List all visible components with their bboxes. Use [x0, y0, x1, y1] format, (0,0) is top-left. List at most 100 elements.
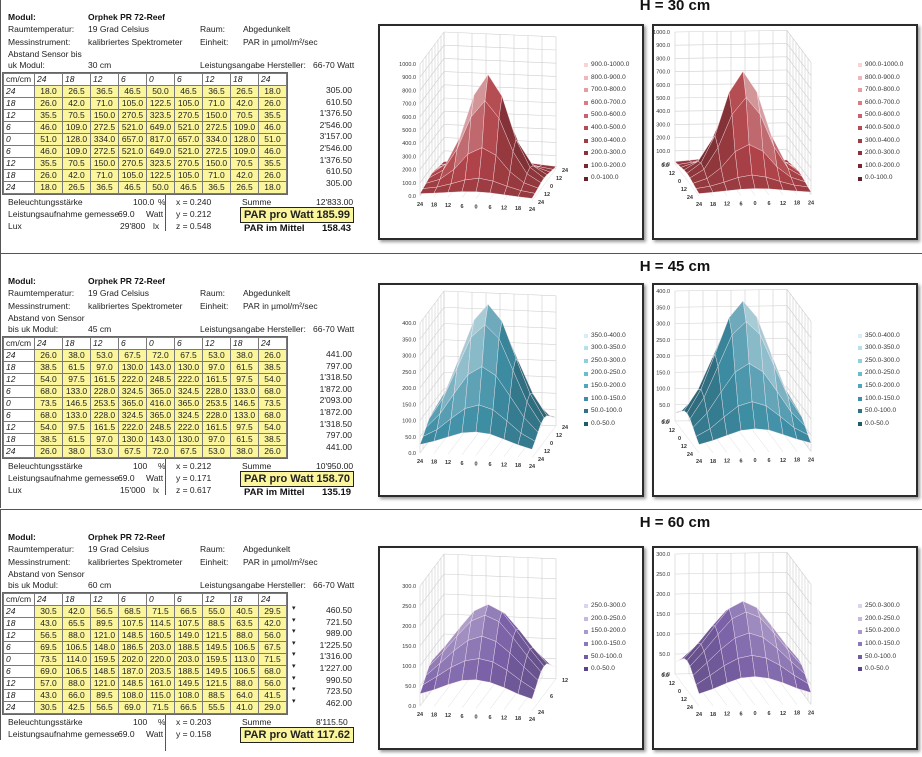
- table-cell: 114.0: [62, 653, 91, 666]
- legend-item: 50.0-100.0: [584, 651, 626, 664]
- row-header: 24: [3, 605, 35, 618]
- legend-label: 100.0-150.0: [865, 394, 900, 402]
- legend-swatch: [584, 101, 588, 106]
- info-raum-value: Abgedunkelt: [243, 288, 291, 298]
- summary-beleuchtung-unit: %: [158, 197, 166, 207]
- par-per-watt-box: PAR pro Watt 185.99: [240, 207, 354, 223]
- info-abstand-value: 30 cm: [88, 60, 112, 70]
- table-cell: 657.0: [174, 133, 203, 146]
- table-cell: 228.0: [202, 409, 231, 422]
- x-tick-label: 12: [501, 463, 507, 469]
- legend-item: 300.0-400.0: [584, 135, 629, 148]
- table-cell: 70.5: [62, 157, 91, 170]
- table-cell: 133.0: [230, 385, 259, 398]
- summary-beleuchtung-label: Beleuchtungsstärke: [8, 461, 83, 471]
- gridline: [674, 673, 700, 707]
- table-cell: 105.0: [118, 169, 147, 182]
- table-cell: 521.0: [118, 145, 147, 158]
- row-header: 6: [3, 145, 35, 158]
- x-tick-label: 6: [767, 711, 770, 717]
- gridline: [674, 420, 700, 454]
- summary-y: y = 0.171: [176, 473, 212, 483]
- row-sum-value: 1'872.00: [319, 406, 352, 417]
- column-header: 6: [118, 73, 147, 86]
- x-tick-label: 6: [739, 711, 742, 717]
- table-cell: 521.0: [118, 121, 147, 134]
- legend-label: 350.0-400.0: [591, 331, 626, 339]
- section-border: [0, 0, 1, 254]
- table-header-row: cm/cm 24 18 12 6 0 6 12 18 24: [3, 337, 287, 350]
- legend-item: 100.0-150.0: [584, 638, 626, 651]
- table-row: 24 30.5 42.5 56.5 69.0 71.5 66.5 55.5 41.0 29.0: [3, 701, 287, 714]
- depth-tick-label: 12: [669, 681, 675, 687]
- row-sum: ▾ 1'316.00: [290, 651, 352, 663]
- measurement-section: H = 60 cm Modul: Orphek PR 72-Reef Raumtemp…: [0, 509, 922, 751]
- table-cell: 65.5: [62, 617, 91, 630]
- legend-label: 300.0-350.0: [865, 344, 900, 352]
- table-cell: 203.5: [146, 665, 175, 678]
- x-tick-label: 18: [794, 201, 800, 207]
- x-tick-label: 6: [767, 458, 770, 464]
- table-cell: 202.0: [118, 653, 147, 666]
- legend-swatch: [584, 642, 588, 647]
- z-tick-label: 100.0: [402, 181, 416, 187]
- legend-label: 0.0-50.0: [591, 665, 615, 673]
- gridline: [447, 675, 473, 708]
- table-cell: 42.0: [230, 97, 259, 110]
- legend-label: 200.0-250.0: [591, 369, 626, 377]
- table-cell: 97.5: [62, 373, 91, 386]
- table-cell: 26.0: [34, 169, 63, 182]
- table-cell: 148.5: [90, 665, 119, 678]
- table-cell: 61.5: [230, 361, 259, 374]
- table-cell: 222.0: [174, 373, 203, 386]
- table-cell: 71.0: [202, 97, 231, 110]
- legend-item: 200.0-300.0: [584, 147, 629, 160]
- legend-label: 300.0-350.0: [591, 344, 626, 352]
- table-cell: 46.5: [118, 181, 147, 194]
- table-cell: 67.5: [174, 349, 203, 362]
- legend-item: 700.0-800.0: [858, 84, 903, 97]
- legend-swatch: [858, 176, 862, 181]
- depth-tick-label: 12: [681, 697, 687, 703]
- x-tick-label: 6: [767, 201, 770, 207]
- table-cell: 97.0: [90, 361, 119, 374]
- table-cell: 161.5: [90, 421, 119, 434]
- table-cell: 29.5: [258, 605, 287, 618]
- row-sum: ▾ 460.50: [290, 605, 352, 617]
- table-cell: 88.0: [230, 629, 259, 642]
- info-einheit-value: PAR in µmol/m²/sec: [243, 557, 318, 567]
- summary-z: z = 0.617: [176, 485, 212, 495]
- table-row: 24 30.5 42.0 56.5 68.5 71.5 66.5 55.0 40.5 29.5: [3, 605, 287, 618]
- info-modul-value: Orphek PR 72-Reef: [88, 276, 165, 286]
- legend-swatch: [584, 409, 588, 414]
- table-cell: 64.0: [230, 689, 259, 702]
- legend-item: 150.0-200.0: [584, 625, 626, 638]
- row-sum-value: 460.50: [326, 605, 352, 615]
- x-tick-label: 6: [739, 201, 742, 207]
- gridline: [531, 425, 557, 458]
- row-sum: ▾ 462.00: [290, 698, 352, 710]
- legend-label: 50.0-100.0: [591, 652, 623, 660]
- table-cell: 42.0: [62, 605, 91, 618]
- depth-tick-label: 0: [550, 184, 553, 190]
- legend-item: 100.0-200.0: [584, 160, 629, 173]
- legend-label: 200.0-300.0: [591, 149, 626, 157]
- table-cell: 61.5: [62, 361, 91, 374]
- legend-label: 600.0-700.0: [591, 98, 626, 106]
- legend-label: 250.0-300.0: [865, 602, 900, 610]
- legend-swatch: [858, 63, 862, 68]
- depth-tick-label: 0: [678, 689, 681, 695]
- table-cell: 272.5: [90, 145, 119, 158]
- table-cell: 121.0: [90, 629, 119, 642]
- table-cell: 56.5: [90, 701, 119, 714]
- table-cell: 365.0: [118, 397, 147, 410]
- table-cell: 54.0: [258, 421, 287, 434]
- column-header: 6: [118, 337, 147, 350]
- chart-legend: 250.0-300.0 200.0-250.0 150.0-200.0 100.0-1…: [584, 600, 626, 676]
- table-row: 18 26.0 42.0 71.0 105.0 122.5 105.0 71.0 42.0 26.…: [3, 97, 287, 110]
- legend-swatch: [858, 101, 862, 106]
- table-cell: 113.0: [230, 653, 259, 666]
- par-per-watt-box: PAR pro Watt 117.62: [240, 727, 354, 743]
- table-cell: 67.5: [118, 445, 147, 458]
- legend-item: 50.0-100.0: [858, 405, 900, 418]
